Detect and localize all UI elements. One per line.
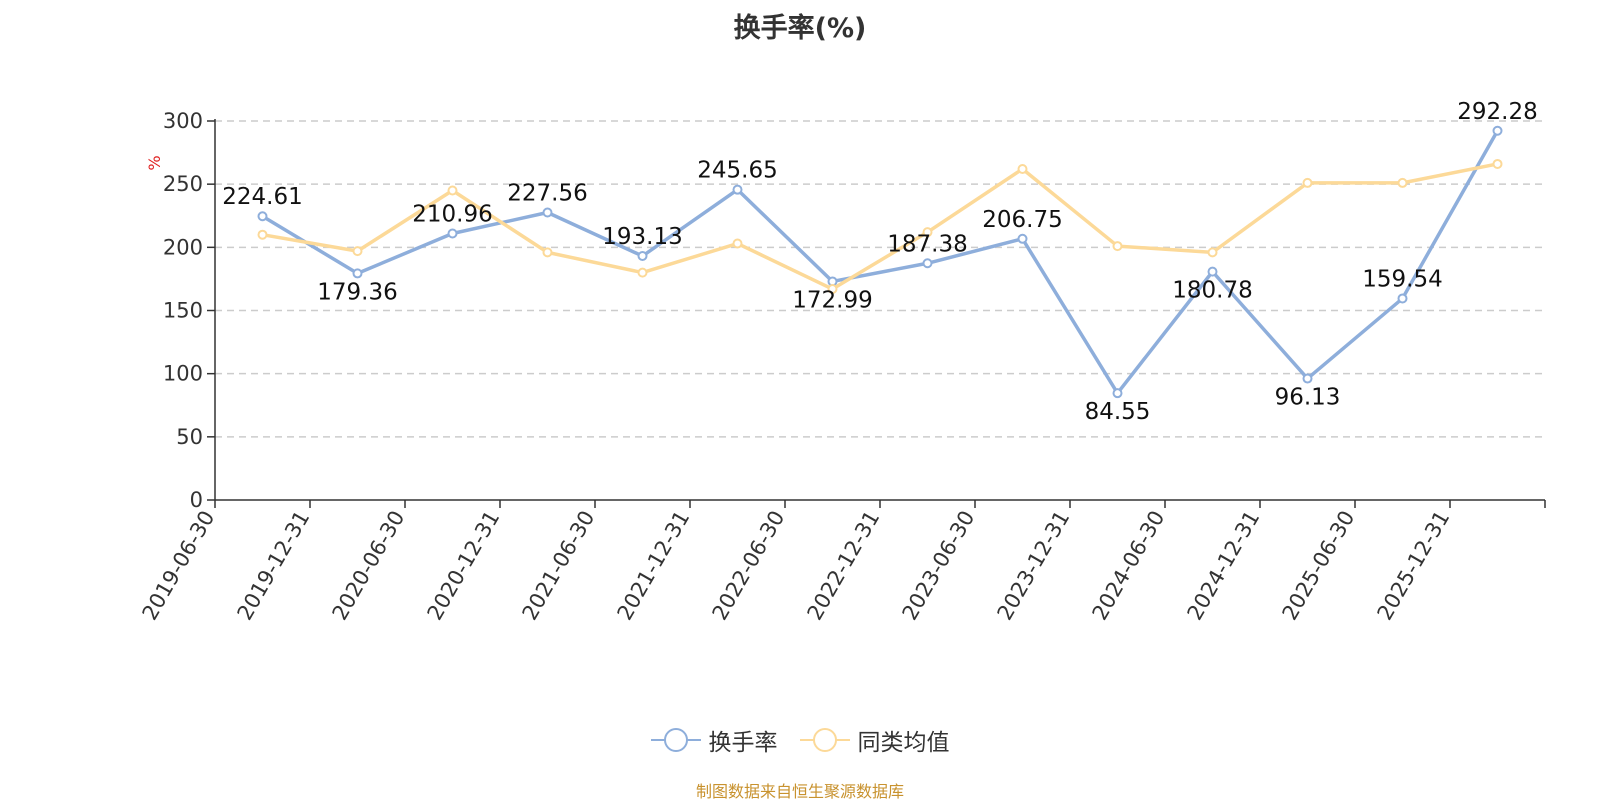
point-s1-9 — [1112, 241, 1123, 252]
x-tick-label-2019-06-30: 2019-06-30 — [138, 507, 220, 625]
data-label-9: 84.55 — [1085, 399, 1151, 425]
point-s1-5 — [732, 238, 743, 249]
data-label-11: 96.13 — [1275, 385, 1341, 411]
point-s0-7 — [922, 258, 933, 269]
point-s0-1 — [352, 268, 363, 279]
x-tick-label-2023-12-31: 2023-12-31 — [993, 507, 1075, 625]
x-tick-label-2025-06-30: 2025-06-30 — [1278, 507, 1360, 625]
point-s0-11 — [1302, 373, 1313, 384]
point-s1-12 — [1397, 177, 1408, 188]
x-tick-label-2022-12-31: 2022-12-31 — [803, 507, 885, 625]
point-s0-12 — [1397, 293, 1408, 304]
point-s1-8 — [1017, 164, 1028, 175]
x-tick-label-2023-06-30: 2023-06-30 — [898, 507, 980, 625]
x-tick-label-2020-12-31: 2020-12-31 — [423, 507, 505, 625]
legend-label-turnover: 换手率 — [708, 730, 778, 756]
y-tick-label-250: 250 — [163, 172, 203, 196]
series-line-0 — [261, 129, 1500, 395]
legend-item-peer-average[interactable]: 同类均值 — [799, 723, 950, 757]
y-axis-unit: % — [145, 155, 164, 170]
x-tick-label-2020-06-30: 2020-06-30 — [328, 507, 410, 625]
data-label-0: 224.61 — [222, 184, 302, 210]
y-tick-label-100: 100 — [163, 362, 203, 386]
data-label-13: 292.28 — [1457, 99, 1537, 125]
point-s1-2 — [447, 185, 458, 196]
point-s0-4 — [637, 251, 648, 262]
x-tick-label-2019-12-31: 2019-12-31 — [233, 507, 315, 625]
point-s1-6 — [827, 284, 838, 295]
x-tick-label-2025-12-31: 2025-12-31 — [1373, 507, 1455, 625]
point-s0-9 — [1112, 388, 1123, 399]
point-s1-4 — [637, 267, 648, 278]
y-tick-label-50: 50 — [176, 425, 203, 449]
y-tick-label-150: 150 — [163, 299, 203, 323]
chart-title: 换手率(%) — [733, 13, 867, 44]
x-tick-label-2024-06-30: 2024-06-30 — [1088, 507, 1170, 625]
point-s1-7 — [922, 227, 933, 238]
point-s0-13 — [1492, 125, 1503, 136]
legend-swatch-turnover — [650, 727, 701, 753]
x-tick-label-2021-12-31: 2021-12-31 — [613, 507, 695, 625]
point-s0-8 — [1017, 233, 1028, 244]
data-label-5: 245.65 — [697, 158, 777, 184]
grid-lines — [215, 120, 1545, 438]
point-s1-1 — [352, 246, 363, 257]
point-s0-2 — [447, 228, 458, 239]
y-tick-label-0: 0 — [190, 488, 203, 512]
legend-item-turnover[interactable]: 换手率 — [650, 723, 778, 757]
legend-swatch-peer-average — [799, 727, 850, 753]
point-s1-10 — [1207, 247, 1218, 258]
point-s0-3 — [542, 207, 553, 218]
x-tick-label-2024-12-31: 2024-12-31 — [1183, 507, 1265, 625]
point-s1-0 — [257, 229, 268, 240]
source-note: 制图数据来自恒生聚源数据库 — [695, 782, 904, 801]
point-s1-3 — [542, 247, 553, 258]
data-label-4: 193.13 — [602, 224, 682, 250]
data-labels: 224.61 179.36 210.96 227.56 193.13 245.65 172.… — [222, 99, 1537, 425]
point-s0-5 — [732, 184, 743, 195]
data-label-1: 179.36 — [317, 279, 397, 305]
y-tick-label-300: 300 — [163, 109, 203, 133]
data-label-8: 206.75 — [982, 207, 1062, 233]
x-tick-label-2022-06-30: 2022-06-30 — [708, 507, 790, 625]
x-tick-label-2021-06-30: 2021-06-30 — [518, 507, 600, 625]
data-label-10: 180.78 — [1172, 278, 1252, 304]
data-label-3: 227.56 — [507, 181, 587, 207]
legend[interactable]: 换手率 同类均值 — [0, 723, 1600, 757]
point-s1-13 — [1492, 158, 1503, 169]
point-s0-0 — [257, 211, 268, 222]
series-line-1 — [262, 162, 1498, 291]
data-label-2: 210.96 — [412, 201, 492, 227]
data-label-7: 187.38 — [887, 231, 967, 257]
data-label-12: 159.54 — [1362, 266, 1442, 292]
point-s0-10 — [1207, 266, 1218, 277]
legend-label-peer-average: 同类均值 — [857, 730, 950, 756]
series — [257, 125, 1503, 399]
point-s1-11 — [1302, 177, 1313, 188]
y-tick-label-200: 200 — [163, 235, 203, 259]
data-label-6: 172.99 — [792, 287, 872, 313]
